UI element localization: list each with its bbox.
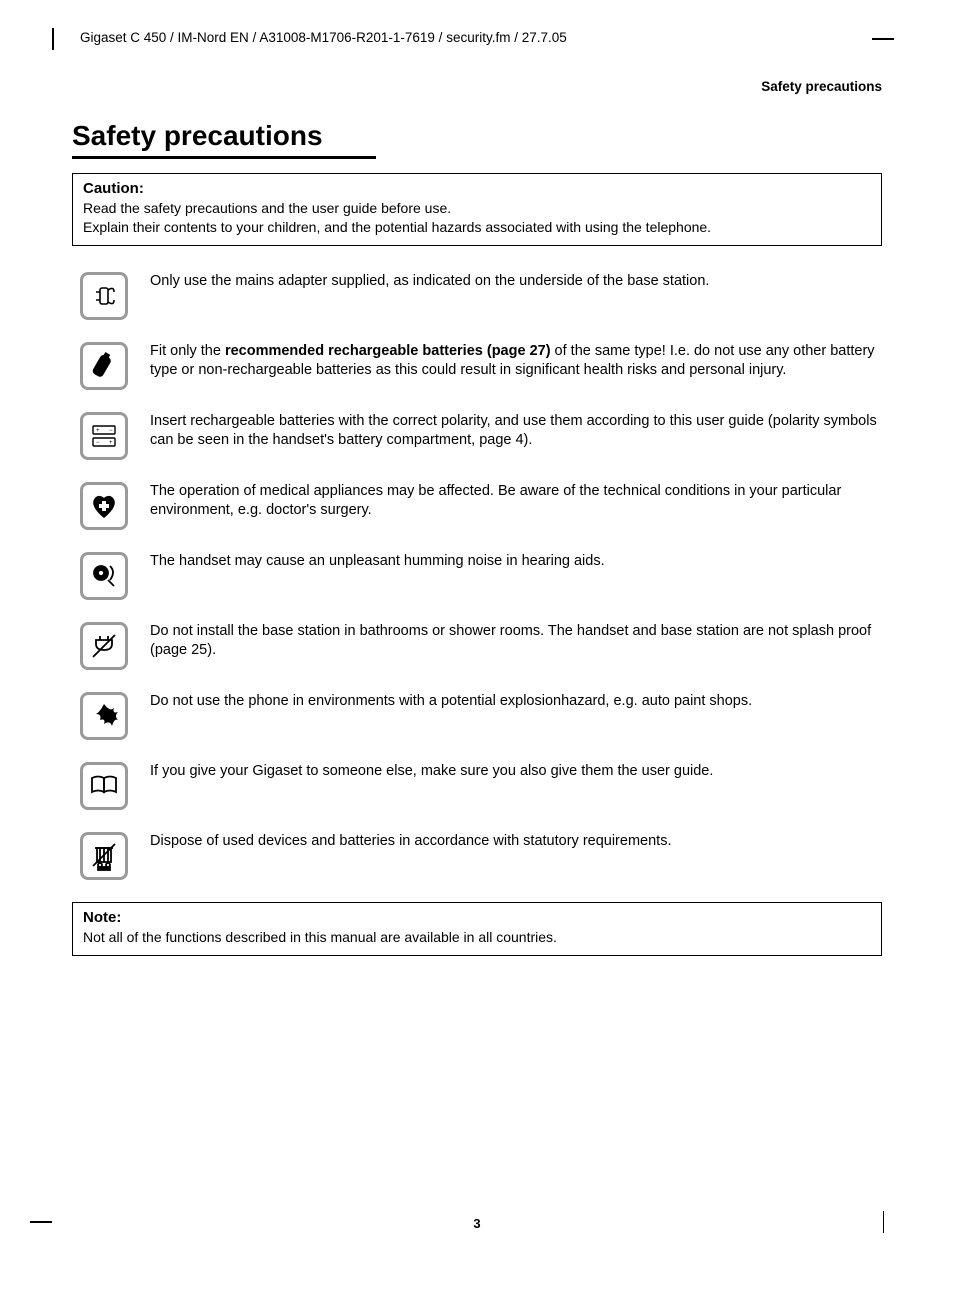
note-box: Note: Not all of the functions described… — [72, 902, 882, 956]
list-item: Only use the mains adapter supplied, as … — [72, 272, 882, 320]
svg-text:+: + — [96, 428, 100, 434]
hearing-aid-icon — [80, 552, 128, 600]
crop-mark — [883, 1211, 885, 1233]
list-item: Dispose of used devices and batteries in… — [72, 832, 882, 880]
item-text: The handset may cause an unpleasant humm… — [150, 552, 882, 572]
item-text: If you give your Gigaset to someone else… — [150, 762, 882, 782]
text-span: Fit only the — [150, 343, 225, 359]
caution-label: Caution: — [83, 180, 871, 197]
svg-text:−: − — [96, 440, 100, 446]
text-bold: recommended rechargeable batteries (page… — [225, 343, 551, 359]
medical-icon — [80, 482, 128, 530]
caution-box: Caution: Read the safety precautions and… — [72, 173, 882, 246]
list-item: Do not install the base station in bathr… — [72, 622, 882, 670]
list-item: Do not use the phone in environments wit… — [72, 692, 882, 740]
list-item: Fit only the recommended rechargeable ba… — [72, 342, 882, 390]
item-text: Dispose of used devices and batteries in… — [150, 832, 882, 852]
svg-text:+: + — [109, 440, 113, 446]
item-text: Fit only the recommended rechargeable ba… — [150, 342, 882, 381]
no-water-icon — [80, 622, 128, 670]
list-item: The handset may cause an unpleasant humm… — [72, 552, 882, 600]
crop-mark — [30, 1221, 52, 1223]
adapter-icon — [80, 272, 128, 320]
list-item: + − − + Insert rechargeable batteries with … — [72, 412, 882, 460]
running-head: Safety precautions — [72, 79, 882, 94]
polarity-icon: + − − + — [80, 412, 128, 460]
item-text: Do not use the phone in environments wit… — [150, 692, 882, 712]
manual-icon — [80, 762, 128, 810]
item-text: Insert rechargeable batteries with the c… — [150, 412, 882, 451]
caution-text: Explain their contents to your children,… — [83, 218, 871, 237]
list-item: If you give your Gigaset to someone else… — [72, 762, 882, 810]
item-text: The operation of medical appliances may … — [150, 482, 882, 521]
precaution-list: Only use the mains adapter supplied, as … — [72, 272, 882, 880]
page-title: Safety precautions — [72, 120, 882, 152]
crop-mark — [872, 38, 894, 40]
battery-icon — [80, 342, 128, 390]
note-text: Not all of the functions described in th… — [83, 928, 871, 947]
item-text: Do not install the base station in bathr… — [150, 622, 882, 661]
explosion-icon — [80, 692, 128, 740]
doc-header: Gigaset C 450 / IM-Nord EN / A31008-M170… — [72, 30, 882, 45]
dispose-icon — [80, 832, 128, 880]
title-rule — [72, 156, 376, 159]
crop-mark — [52, 28, 54, 50]
item-text: Only use the mains adapter supplied, as … — [150, 272, 882, 292]
note-label: Note: — [83, 909, 871, 926]
list-item: The operation of medical appliances may … — [72, 482, 882, 530]
page-number: 3 — [72, 1216, 882, 1231]
caution-text: Read the safety precautions and the user… — [83, 199, 871, 218]
svg-text:−: − — [109, 428, 113, 434]
